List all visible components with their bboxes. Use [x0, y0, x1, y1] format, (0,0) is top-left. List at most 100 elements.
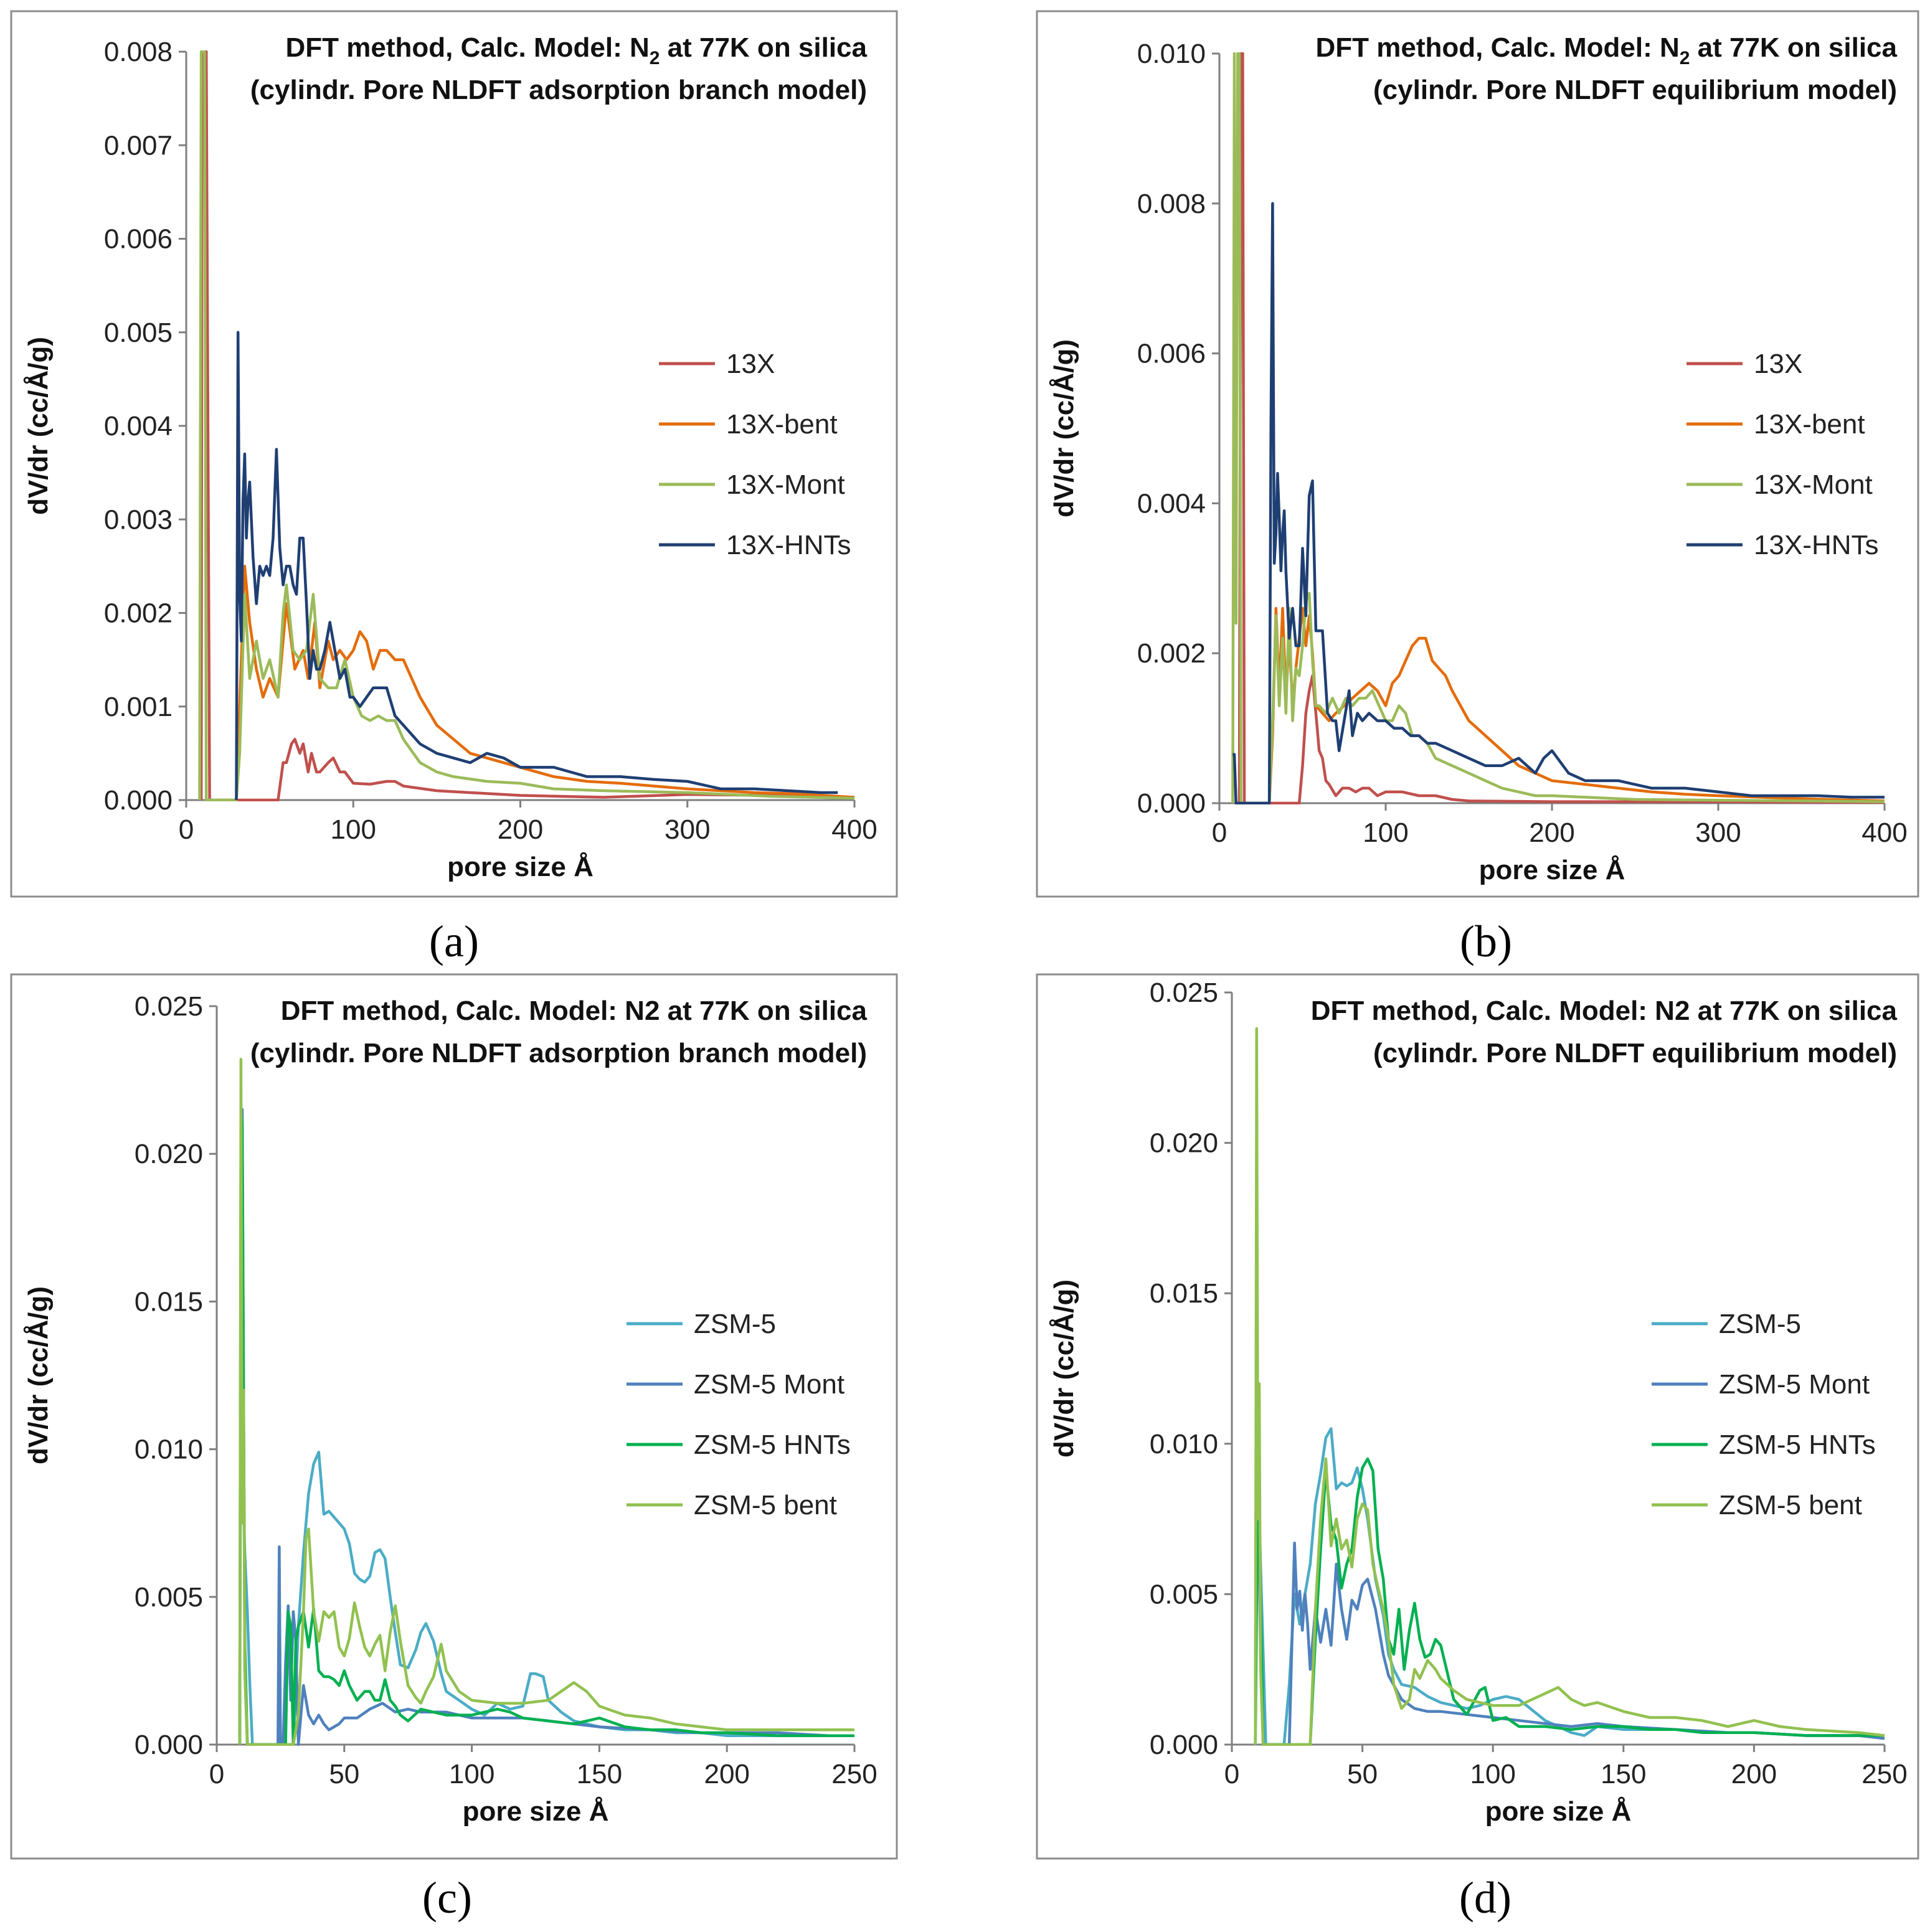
y-tick-label: 0.010 — [135, 1435, 203, 1465]
legend-label: 13X-HNTs — [726, 530, 851, 560]
y-tick-label: 0.005 — [1150, 1579, 1218, 1609]
y-axis-title: dV/dr (cc/Å/g) — [23, 1286, 54, 1464]
title-subscript: 2 — [650, 48, 660, 68]
x-tick-label: 200 — [1731, 1759, 1777, 1789]
series-line-zsm-5-hnts — [238, 1108, 854, 1746]
y-tick-label: 0.003 — [104, 504, 173, 535]
chart-panel-1: 0.000 0.002 0.004 0.006 0.008 0.010 0 100 200 300… — [1036, 10, 1919, 966]
x-tick-label: 200 — [1529, 818, 1574, 848]
series-line-zsm-5 — [238, 1300, 854, 1746]
legend-label: ZSM-5 bent — [1719, 1490, 1862, 1520]
x-axis-title: pore size Å — [1479, 855, 1625, 885]
y-axis-title: dV/dr (cc/Å/g) — [1049, 339, 1079, 517]
y-tick-label: 0.020 — [1150, 1128, 1218, 1159]
y-tick-label: 0.001 — [104, 692, 173, 722]
x-tick-label: 250 — [831, 1759, 877, 1789]
y-tick-label: 0.002 — [1137, 638, 1206, 669]
y-tick-label: 0.000 — [1137, 788, 1206, 819]
x-tick-label: 50 — [1347, 1759, 1378, 1789]
x-tick-label: 0 — [209, 1759, 224, 1789]
y-tick-label: 0.007 — [104, 130, 173, 161]
x-tick-label: 0 — [179, 814, 194, 845]
y-tick-label: 0.002 — [104, 598, 173, 629]
series-line-13x-hnts — [1232, 202, 1885, 804]
chart-frame — [1036, 973, 1919, 1860]
legend-label: ZSM-5 HNTs — [1719, 1430, 1876, 1460]
x-tick-label: 0 — [1212, 818, 1227, 848]
legend-label: 13X-HNTs — [1754, 530, 1879, 560]
x-tick-label: 300 — [665, 814, 710, 845]
x-tick-label: 250 — [1861, 1759, 1907, 1789]
x-tick-label: 200 — [704, 1759, 749, 1789]
y-tick-label: 0.004 — [104, 411, 173, 441]
series-line-zsm-5-mont — [1254, 1246, 1885, 1746]
y-tick-label: 0.008 — [104, 37, 173, 67]
panel-label: (a) — [429, 917, 479, 966]
title-text: (cylindr. Pore NLDFT adsorption branch m… — [250, 75, 867, 105]
panel-label: (b) — [1460, 917, 1512, 966]
y-tick-label: 0.015 — [135, 1286, 203, 1317]
title-text: DFT method, Calc. Model: N — [1316, 32, 1680, 63]
y-tick-label: 0.006 — [104, 224, 173, 255]
x-axis-title: pore size Å — [463, 1796, 609, 1827]
y-tick-label: 0.015 — [1150, 1278, 1218, 1309]
legend-label: 13X-bent — [1754, 409, 1865, 440]
chart-title-line: (cylindr. Pore NLDFT adsorption branch m… — [250, 1038, 867, 1068]
legend-label: 13X-Mont — [726, 469, 845, 500]
title-text: (cylindr. Pore NLDFT equilibrium model) — [1373, 75, 1897, 105]
title-subscript: 2 — [1680, 48, 1690, 68]
x-tick-label: 400 — [831, 814, 877, 845]
legend-label: 13X-Mont — [1754, 469, 1873, 500]
y-tick-label: 0.008 — [1137, 189, 1206, 219]
x-tick-label: 100 — [449, 1759, 494, 1789]
title-text: DFT method, Calc. Model: N2 at 77K on si… — [281, 996, 868, 1026]
legend-label: ZSM-5 bent — [694, 1490, 837, 1520]
legend-label: 13X-bent — [726, 409, 838, 440]
legend-label: ZSM-5 Mont — [1719, 1369, 1870, 1400]
title-text-suffix: at 77K on silica — [660, 32, 867, 63]
x-axis-title: pore size Å — [1485, 1796, 1632, 1827]
chart-title-line: (cylindr. Pore NLDFT adsorption branch m… — [250, 75, 867, 105]
y-tick-label: 0.000 — [1150, 1730, 1218, 1760]
series-line-13x-mont — [198, 50, 855, 801]
x-tick-label: 150 — [577, 1759, 622, 1789]
chart-title-line: DFT method, Calc. Model: N2 at 77K on si… — [286, 32, 868, 68]
y-tick-label: 0.004 — [1137, 488, 1206, 519]
chart-panel-3: 0.000 0.005 0.010 0.015 0.020 0.025 0 50 100 150 2… — [1036, 973, 1919, 1923]
panel-label: (d) — [1459, 1873, 1511, 1923]
series-line-13x-mont — [1231, 52, 1885, 804]
x-tick-label: 100 — [331, 814, 376, 845]
legend-label: ZSM-5 — [1719, 1309, 1801, 1339]
series-line-zsm-5-bent — [238, 1058, 854, 1746]
chart-panel-2: 0.000 0.005 0.010 0.015 0.020 0.025 0 50 100 150 2… — [10, 973, 898, 1923]
chart-frame — [1036, 10, 1919, 898]
title-text-suffix: at 77K on silica — [1690, 32, 1897, 63]
chart-panel-0: 0.000 0.001 0.002 0.003 0.004 0.005 0.006 0.007… — [10, 10, 898, 966]
chart-title-line: DFT method, Calc. Model: N2 at 77K on si… — [1311, 996, 1898, 1026]
y-tick-label: 0.010 — [1150, 1429, 1218, 1459]
title-text: (cylindr. Pore NLDFT adsorption branch m… — [250, 1038, 867, 1068]
series-line-13x-hnts — [235, 331, 838, 801]
y-tick-label: 0.025 — [1150, 978, 1218, 1008]
legend-label: 13X — [1754, 349, 1802, 379]
chart-title-line: (cylindr. Pore NLDFT equilibrium model) — [1373, 75, 1897, 105]
y-tick-label: 0.020 — [135, 1139, 203, 1169]
y-tick-label: 0.006 — [1137, 339, 1206, 369]
chart-title-line: (cylindr. Pore NLDFT equilibrium model) — [1373, 1038, 1897, 1068]
panel-label: (c) — [422, 1873, 472, 1923]
x-tick-label: 0 — [1224, 1759, 1239, 1789]
chart-frame — [10, 973, 898, 1860]
x-tick-label: 100 — [1470, 1759, 1515, 1789]
y-axis-title: dV/dr (cc/Å/g) — [1049, 1279, 1079, 1458]
legend-label: ZSM-5 HNTs — [694, 1430, 851, 1460]
title-text: DFT method, Calc. Model: N2 at 77K on si… — [1311, 996, 1898, 1026]
title-text: (cylindr. Pore NLDFT equilibrium model) — [1373, 1038, 1897, 1068]
chart-title-line: DFT method, Calc. Model: N2 at 77K on si… — [281, 996, 868, 1026]
y-tick-label: 0.010 — [1137, 39, 1206, 69]
y-tick-label: 0.005 — [135, 1582, 203, 1613]
series-line-13x — [1237, 52, 1885, 804]
y-tick-label: 0.000 — [104, 785, 173, 816]
x-tick-label: 150 — [1601, 1759, 1646, 1789]
x-tick-label: 50 — [329, 1759, 359, 1789]
